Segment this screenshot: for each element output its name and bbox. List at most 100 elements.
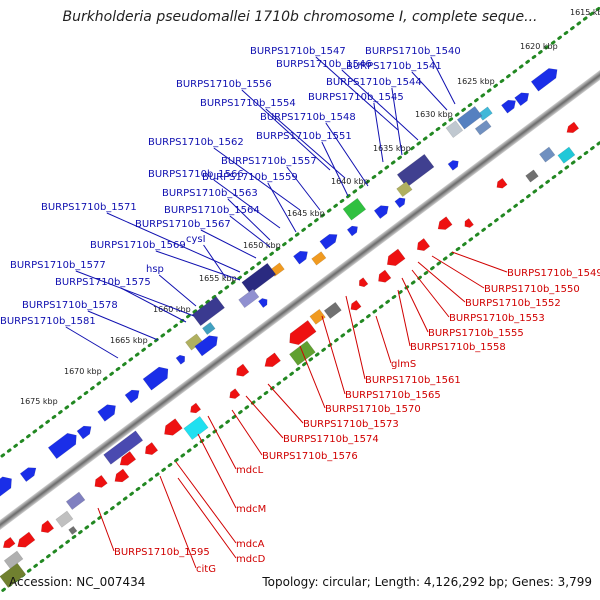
label-forward-gene: BURPS1710b_1563 <box>162 188 258 199</box>
scale-tick-label: 1650 kbp <box>243 241 281 250</box>
label-forward-gene: BURPS1710b_1566 <box>148 169 244 180</box>
gene-shape <box>175 354 186 365</box>
forward-gene-arrow <box>319 233 338 250</box>
scale-tick-label: 1655 kbp <box>199 274 237 283</box>
reverse-gene-arrow <box>229 388 241 399</box>
label-reverse-gene: BURPS1710b_1570 <box>325 404 421 415</box>
gene-shape <box>323 301 342 319</box>
gene-shape <box>191 296 225 327</box>
leader-line-forward <box>241 89 331 171</box>
feature-block <box>238 288 260 309</box>
gene-shape <box>373 205 389 219</box>
leader-line-forward <box>65 326 119 359</box>
gene-shape <box>3 550 24 569</box>
feature-block <box>323 301 342 319</box>
reverse-gene-arrow <box>378 269 392 283</box>
gene-shape <box>396 153 435 188</box>
label-forward-gene: BURPS1710b_1564 <box>164 205 260 216</box>
leader-line-reverse <box>267 383 304 424</box>
scale-tick-label: 1665 kbp <box>110 336 148 345</box>
forward-gene-arrow <box>514 92 530 107</box>
leader-line-reverse <box>401 277 429 333</box>
gene-shape <box>164 418 183 436</box>
forward-gene-arrow <box>258 298 268 308</box>
gene-shape <box>0 476 12 500</box>
label-reverse-gene: BURPS1710b_1595 <box>114 547 210 558</box>
forward-gene-arrow <box>175 354 186 365</box>
feature-block <box>309 308 326 325</box>
feature-block <box>55 510 74 528</box>
forward-gene-arrow <box>530 68 558 92</box>
feature-block <box>3 550 24 569</box>
scale-tick-label: 1635 kbp <box>373 144 411 153</box>
gene-shape <box>2 536 16 549</box>
forward-gene-arrow <box>346 225 358 237</box>
label-reverse-gene: mdcL <box>236 465 264 476</box>
reverse-gene-arrow <box>464 218 474 228</box>
leader-line-forward <box>213 179 281 229</box>
reverse-gene-arrow <box>566 121 580 133</box>
label-forward-gene: BURPS1710b_1577 <box>10 260 106 271</box>
gene-shape <box>557 146 576 164</box>
scale-dots-inner <box>0 140 600 595</box>
leader-line-forward <box>315 56 399 131</box>
gene-shape <box>194 335 218 357</box>
gene-shape <box>437 216 453 230</box>
leader-line-reverse <box>375 315 392 364</box>
label-reverse-gene: BURPS1710b_1573 <box>303 419 399 430</box>
scale-tick-label: 1670 kbp <box>64 367 102 376</box>
leader-line-reverse <box>321 315 346 395</box>
label-reverse-gene: BURPS1710b_1552 <box>465 298 561 309</box>
forward-gene-arrow <box>293 250 308 265</box>
leader-line-forward <box>267 182 297 233</box>
reverse-gene-arrow <box>114 468 130 483</box>
leader-line-reverse <box>197 433 237 509</box>
leader-line-forward <box>227 198 271 241</box>
reverse-gene-arrow <box>416 238 431 251</box>
feature-block <box>103 430 144 465</box>
gene-shape <box>346 225 358 237</box>
gene-shape <box>264 352 281 368</box>
leader-line-forward <box>75 270 195 317</box>
feature-block <box>477 106 493 121</box>
leader-line-forward <box>430 56 456 105</box>
reverse-gene-arrow <box>119 451 137 466</box>
label-forward-gene: BURPS1710b_1544 <box>326 77 422 88</box>
gene-shape <box>445 120 464 138</box>
gene-shape <box>319 233 338 250</box>
label-forward-gene: BURPS1710b_1581 <box>0 316 96 327</box>
leader-line-reverse <box>159 475 197 569</box>
gene-shape <box>229 388 241 399</box>
label-forward-gene: BURPS1710b_1575 <box>55 277 151 288</box>
reverse-gene-arrow <box>496 177 508 189</box>
label-reverse-gene: BURPS1710b_1574 <box>283 434 379 445</box>
gene-shape <box>416 238 431 251</box>
reverse-gene-arrow <box>350 299 362 311</box>
leader-line-forward <box>391 87 403 156</box>
reverse-gene-arrow <box>190 402 202 414</box>
reverse-gene-arrow <box>358 277 369 288</box>
gene-shape <box>311 251 327 266</box>
gene-shape <box>501 99 516 114</box>
gene-shape <box>190 402 202 414</box>
label-reverse-gene: BURPS1710b_1550 <box>484 284 580 295</box>
reverse-gene-arrow <box>386 248 406 267</box>
scale-tick-label: 1625 kbp <box>457 77 495 86</box>
reverse-gene-arrow <box>236 363 250 377</box>
label-reverse-gene: citG <box>196 564 216 575</box>
gene-shape <box>238 288 260 309</box>
gene-shape <box>236 363 250 377</box>
leader-line-forward <box>265 108 346 179</box>
label-forward-gene: hsp <box>146 264 164 275</box>
reverse-gene-arrow <box>164 418 183 436</box>
leader-line-forward <box>321 141 349 197</box>
feature-block <box>183 416 209 440</box>
gene-shape <box>289 320 317 346</box>
leader-line-forward <box>325 122 369 187</box>
gene-shape <box>97 404 116 422</box>
label-forward-gene: BURPS1710b_1548 <box>260 112 356 123</box>
feature-block <box>68 525 78 535</box>
scale-tick-label: 1615 kbp <box>570 8 600 17</box>
leader-line-forward <box>200 229 257 259</box>
gene-shape <box>183 416 209 440</box>
